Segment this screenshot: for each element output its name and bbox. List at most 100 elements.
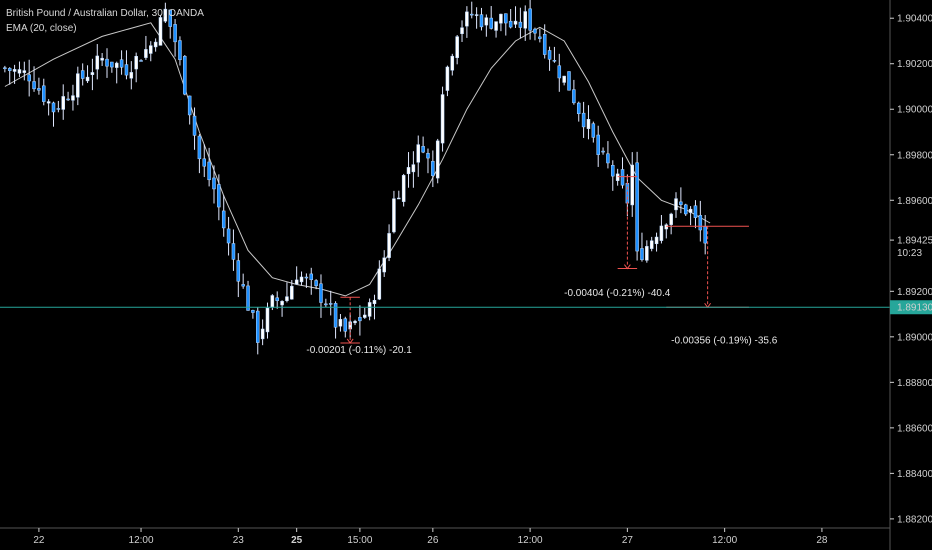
candle-body xyxy=(324,303,328,306)
candle-body xyxy=(270,295,275,308)
candle-body xyxy=(256,310,260,343)
measure-arrow-icon xyxy=(623,264,631,270)
candle xyxy=(139,59,143,62)
time-tick-label: 22 xyxy=(33,535,45,546)
candle xyxy=(601,147,605,155)
candle xyxy=(397,190,401,200)
candle xyxy=(445,65,450,97)
candle xyxy=(251,309,255,319)
indicator-label[interactable]: EMA (20, close) xyxy=(6,23,77,34)
candle-body xyxy=(397,197,401,200)
candle xyxy=(27,59,31,97)
candle xyxy=(168,9,172,39)
candle xyxy=(683,203,688,216)
price-tick-label: 1.90400 xyxy=(897,14,932,25)
candle-body xyxy=(3,67,7,69)
price-tick-label: 1.88800 xyxy=(897,378,932,389)
candle-body xyxy=(231,243,236,260)
candle-body xyxy=(280,300,284,306)
candle xyxy=(688,206,693,226)
candle xyxy=(620,157,625,189)
candle xyxy=(479,7,484,31)
candle xyxy=(363,307,367,319)
candle-body xyxy=(688,208,693,213)
candle xyxy=(654,232,659,252)
candle-body xyxy=(674,198,678,211)
candle-body xyxy=(226,228,231,244)
candle-body xyxy=(7,68,12,71)
candle xyxy=(85,65,90,83)
candle xyxy=(679,187,683,214)
measure-arrow-icon xyxy=(346,338,354,344)
candle-body xyxy=(202,158,207,167)
candle-body xyxy=(431,161,435,177)
time-tick-label: 23 xyxy=(233,535,245,546)
candle xyxy=(484,14,489,37)
candle xyxy=(275,291,279,309)
candle-body xyxy=(110,61,114,68)
candle xyxy=(576,101,581,122)
time-tick-label: 15:00 xyxy=(347,535,372,546)
candle-body xyxy=(494,21,498,31)
candle xyxy=(80,63,85,86)
candle-body xyxy=(168,9,172,27)
candle-body xyxy=(129,72,134,79)
measurement[interactable]: -0.00404 (-0.21%) -40.4 xyxy=(564,176,671,299)
candle-body xyxy=(294,279,299,285)
time-tick-label: 28 xyxy=(816,535,828,546)
candle-body xyxy=(387,233,391,258)
candle-body xyxy=(212,177,216,190)
symbol-title[interactable]: British Pound / Australian Dollar, 30, O… xyxy=(6,8,204,19)
candle-body xyxy=(363,314,367,318)
candle xyxy=(353,319,357,326)
price-line-label-box xyxy=(890,300,932,315)
candle xyxy=(217,174,221,221)
candle xyxy=(114,61,119,84)
candle xyxy=(163,2,168,23)
candle-body xyxy=(260,328,265,340)
candle-body xyxy=(703,226,707,244)
candle xyxy=(440,86,445,152)
candle-body xyxy=(645,246,649,261)
candle-body xyxy=(518,21,523,28)
candle xyxy=(552,46,557,63)
candle-body xyxy=(377,268,382,300)
candle xyxy=(71,84,75,111)
candle xyxy=(241,273,245,289)
candle xyxy=(377,260,382,301)
price-tick-label: 1.88400 xyxy=(897,469,932,480)
measure-label: -0.00201 (-0.11%) -20.1 xyxy=(306,345,412,356)
candle-body xyxy=(343,318,348,332)
price-axis[interactable]: 1.90400 1.90200 1.90000 1.89800 1.89600 1.892… xyxy=(889,0,932,550)
candle-body xyxy=(17,69,22,74)
candle xyxy=(299,271,304,286)
candle-body xyxy=(513,20,518,25)
candle-body xyxy=(275,297,279,301)
candle-body xyxy=(654,236,659,245)
candle-body xyxy=(528,8,532,31)
countdown-label: 10:23 xyxy=(897,248,922,259)
candle-body xyxy=(479,14,484,28)
candle-body xyxy=(139,60,143,62)
candle-body xyxy=(538,36,542,39)
candle-body xyxy=(217,184,221,208)
measurement[interactable]: -0.00201 (-0.11%) -20.1 xyxy=(306,296,412,356)
candle-body xyxy=(309,273,314,280)
candle xyxy=(635,151,639,261)
candle-body xyxy=(489,17,493,29)
candle-body xyxy=(620,169,625,186)
time-axis[interactable]: 22 12:00 23 25 15:00 26 12:00 27 12:00 28 xyxy=(0,527,890,546)
price-tick-label: 1.90000 xyxy=(897,105,932,116)
candle-body xyxy=(630,164,634,206)
candle xyxy=(280,300,284,317)
candle xyxy=(110,61,114,73)
candle-body xyxy=(265,307,270,333)
candle xyxy=(469,1,474,19)
candle xyxy=(153,38,158,52)
candle-body xyxy=(163,8,168,22)
candle xyxy=(212,165,216,204)
candle-body xyxy=(474,14,479,16)
candle-body xyxy=(319,283,323,303)
candle xyxy=(474,7,479,29)
